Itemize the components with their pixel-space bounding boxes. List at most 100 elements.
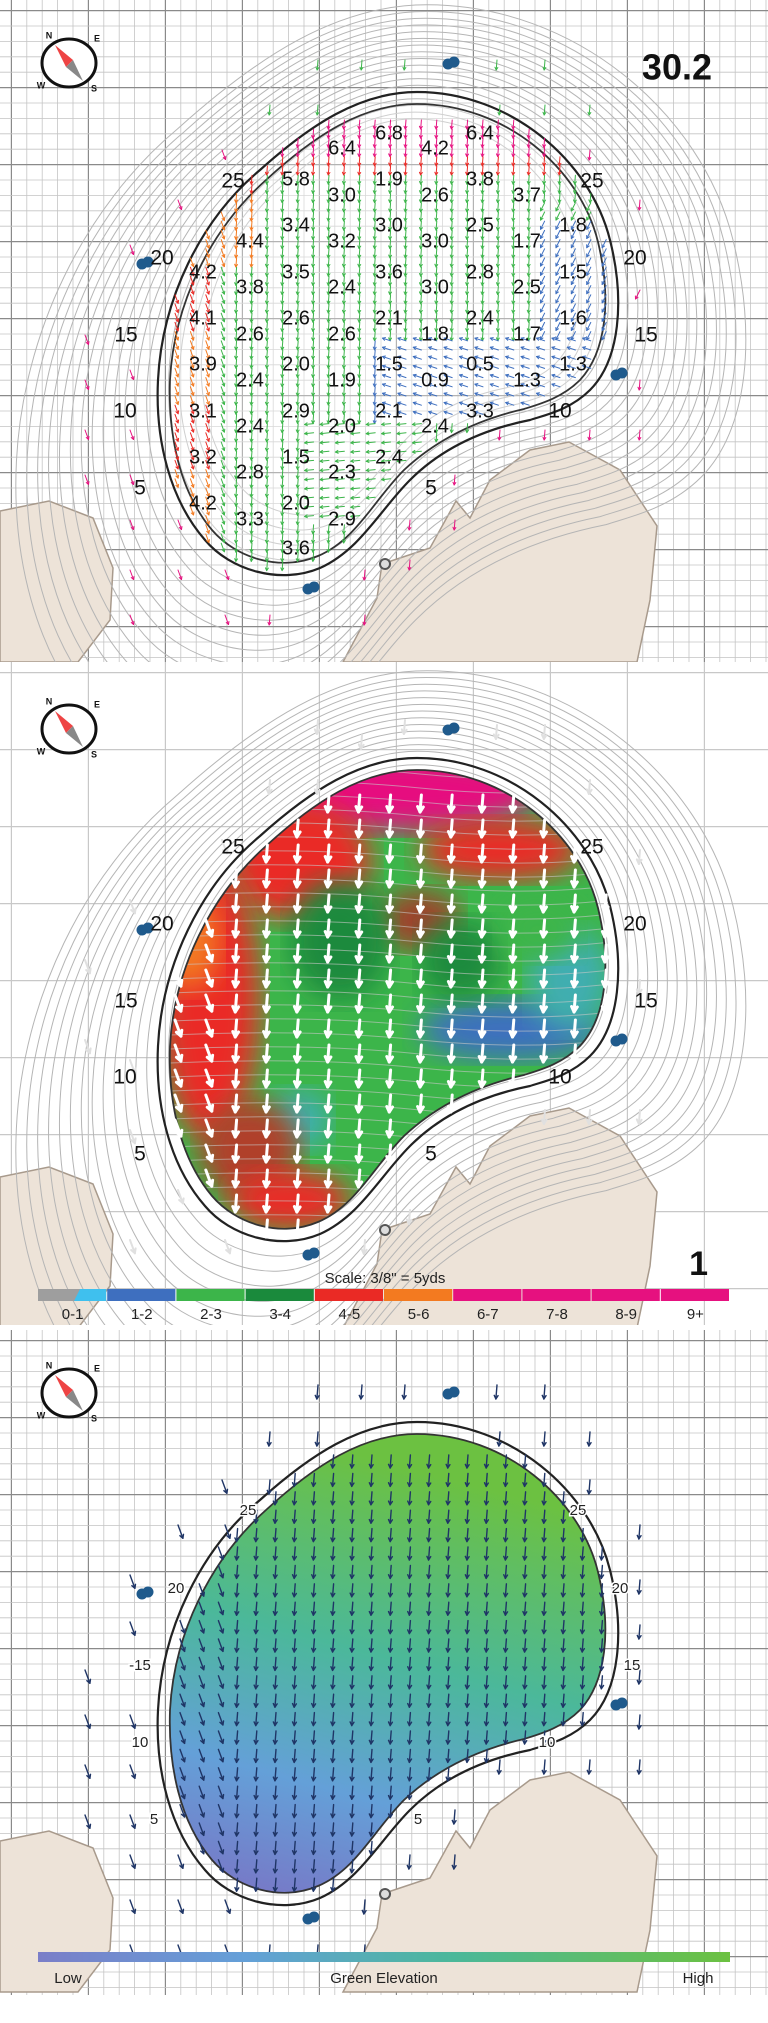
slope-arrow: [480, 285, 485, 296]
slope-arrow: [418, 229, 423, 240]
slope-arrow: [418, 156, 423, 167]
slope-arrow: [637, 379, 642, 391]
slope-arrow: [495, 229, 500, 240]
slope-arrow: [129, 429, 135, 440]
slope-arrow: [526, 266, 531, 277]
slope-arrow: [280, 183, 285, 194]
slope-arrow: [264, 183, 269, 194]
slope-arrow: [495, 165, 500, 176]
slope-arrow: [220, 257, 226, 268]
slope-arrow: [511, 128, 516, 139]
slope-arrow: [264, 312, 269, 323]
slope-arrow: [555, 266, 561, 276]
slope-arrow: [465, 220, 470, 231]
slope-arrow: [495, 174, 500, 185]
slope-arrow: [636, 1624, 642, 1640]
slope-arrow: [326, 358, 331, 369]
slope-arrow: [234, 321, 239, 332]
slope-arrow: [205, 294, 210, 304]
slope-arrow: [434, 321, 439, 332]
contour-label: 5: [425, 1143, 437, 1166]
slope-arrow: [601, 275, 607, 285]
slope-arrow: [511, 220, 516, 231]
slope-reading: 2.8: [466, 261, 494, 283]
slope-arrow: [434, 202, 439, 213]
slope-arrow: [205, 340, 210, 350]
slope-arrow: [341, 248, 346, 259]
slope-arrow: [372, 239, 377, 250]
slope-arrow: [402, 59, 407, 71]
contour-label: 10: [539, 1734, 556, 1751]
contour-label: 20: [150, 913, 173, 936]
slope-arrow: [234, 202, 239, 213]
slope-arrow: [341, 312, 346, 323]
slope-arrow: [280, 303, 285, 314]
slope-arrow: [280, 367, 285, 378]
legend-label: 4-5: [339, 1306, 361, 1323]
legend-swatch: [176, 1289, 245, 1301]
slope-reading: 1.3: [513, 369, 541, 391]
slope-arrow: [311, 202, 316, 213]
slope-arrow: [372, 174, 377, 185]
slope-arrow: [434, 183, 439, 194]
legend-swatch: [660, 1289, 729, 1301]
slope-arrow: [372, 358, 377, 369]
slope-arrow: [586, 248, 592, 258]
slope-reading: 2.0: [282, 353, 310, 375]
slope-arrow: [403, 156, 408, 167]
slope-arrow: [357, 156, 362, 167]
slope-arrow: [465, 266, 470, 277]
slope-arrow: [249, 312, 254, 323]
slope-arrow: [601, 248, 607, 258]
slope-arrow: [264, 294, 269, 305]
slope-arrow: [434, 257, 439, 268]
contour-label: 25: [580, 836, 603, 859]
slope-arrow: [341, 331, 346, 342]
slope-arrow: [542, 59, 547, 71]
slope-arrow: [372, 137, 377, 148]
slope-arrow: [539, 312, 546, 322]
slope-arrow: [403, 147, 408, 158]
slope-arrow: [542, 147, 547, 158]
slope-arrow: [264, 239, 269, 250]
slope-arrow: [84, 1714, 92, 1730]
slope-arrow: [295, 312, 300, 323]
slope-arrow: [388, 193, 393, 204]
slope-arrow: [526, 211, 531, 222]
slope-arrow: [428, 355, 438, 360]
slope-arrow: [551, 355, 561, 360]
legend-label: 0-1: [62, 1306, 84, 1323]
slope-reading: 1.3: [559, 353, 587, 375]
slope-arrow: [205, 303, 210, 314]
slope-arrow: [587, 149, 592, 161]
legend-label: 2-3: [200, 1306, 222, 1323]
slope-arrow: [280, 349, 285, 360]
slope-arrow: [586, 294, 592, 304]
slope-arrow: [174, 303, 180, 314]
slope-arrow: [449, 220, 454, 231]
contour-label: 25: [240, 1502, 257, 1519]
slope-arrow: [418, 303, 423, 314]
slope-arrow: [495, 294, 500, 305]
slope-reading: 1.5: [282, 446, 310, 468]
slope-arrow: [449, 239, 454, 250]
slope-arrow: [372, 294, 377, 305]
slope-arrow: [495, 248, 500, 259]
slope-arrow: [264, 349, 269, 360]
drain-marker: [379, 1888, 391, 1900]
slope-arrow: [388, 312, 393, 323]
slope-arrow: [601, 294, 607, 304]
slope-arrow: [264, 266, 269, 277]
slope-arrow: [326, 266, 331, 277]
slope-reading: 2.9: [328, 508, 356, 530]
slope-reading: 6.4: [328, 137, 356, 159]
slope-arrow: [443, 337, 453, 342]
slope-arrow: [526, 248, 531, 259]
slope-reading: 3.4: [282, 214, 310, 236]
contour-label: 10: [113, 1066, 136, 1089]
slope-arrow: [465, 202, 470, 213]
slope-arrow: [372, 248, 377, 259]
slope-arrow: [372, 303, 377, 314]
slope-arrow: [505, 337, 515, 342]
slope-arrow: [326, 312, 331, 323]
